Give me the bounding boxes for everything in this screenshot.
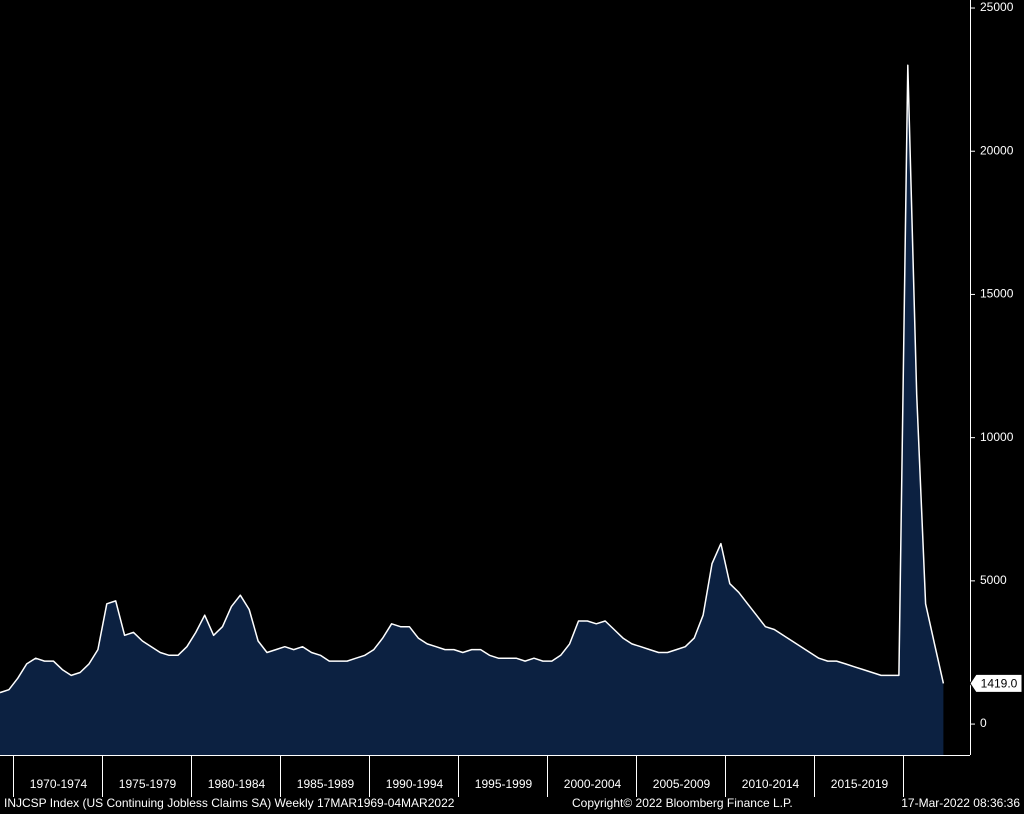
x-tick-label: 1995-1999	[475, 777, 533, 791]
y-tick-label: 20000	[980, 143, 1014, 157]
x-tick-label: 2015-2019	[831, 777, 889, 791]
y-tick-label: 0	[980, 716, 987, 730]
x-tick-label: 2000-2004	[564, 777, 622, 791]
y-tick-label: 10000	[980, 430, 1014, 444]
x-tick-label: 2010-2014	[742, 777, 800, 791]
x-tick-label: 1985-1989	[297, 777, 355, 791]
x-tick-label: 1975-1979	[119, 777, 177, 791]
line	[0, 64, 945, 694]
x-tick-label: 1970-1974	[30, 777, 88, 791]
area	[0, 65, 944, 756]
y-tick-label: 25000	[980, 0, 1014, 14]
footer-description: INJCSP Index (US Continuing Jobless Clai…	[4, 796, 455, 810]
footer-timestamp: 17-Mar-2022 08:36:36	[901, 796, 1020, 810]
footer-copyright: Copyright© 2022 Bloomberg Finance L.P.	[572, 796, 793, 810]
x-tick-label: 2005-2009	[653, 777, 711, 791]
y-tick-label: 5000	[980, 573, 1007, 587]
y-tick-label: 15000	[980, 287, 1014, 301]
value-label-box	[969, 673, 1023, 693]
value-label: 1419.0	[981, 677, 1018, 691]
x-tick-label: 1990-1994	[386, 777, 444, 791]
x-tick-label: 1980-1984	[208, 777, 266, 791]
